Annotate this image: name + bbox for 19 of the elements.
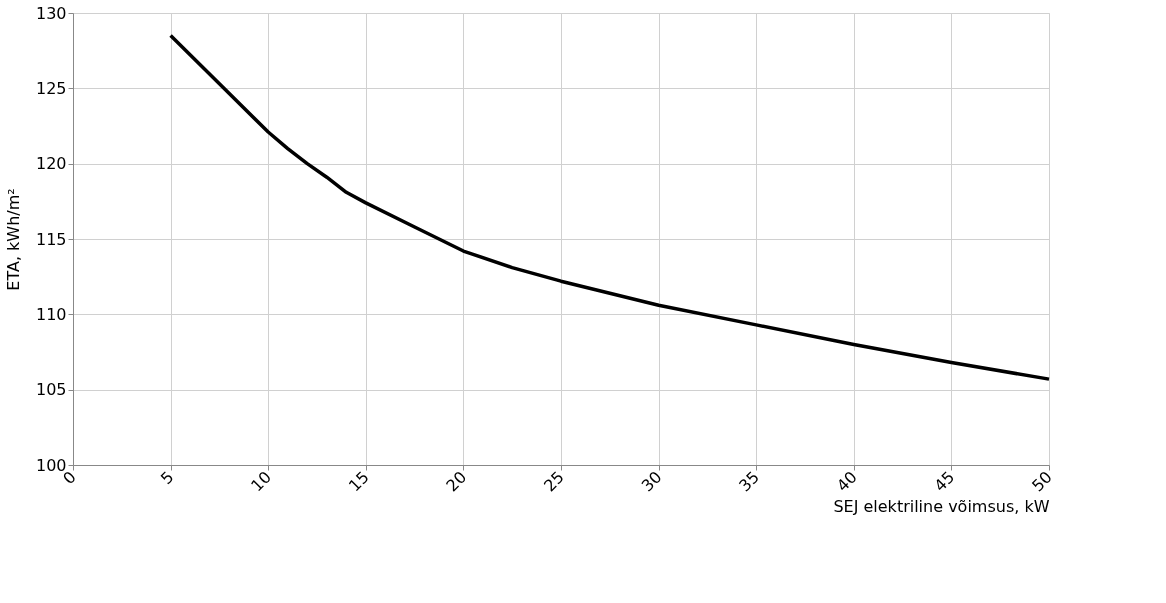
x-tick-label: 15	[344, 467, 373, 496]
y-tick-label: 130	[35, 3, 67, 23]
x-tick-label: 25	[540, 467, 568, 496]
x-tick-label: 10	[247, 467, 276, 496]
y-tick-label: 120	[35, 154, 67, 174]
y-tick-label: 125	[35, 78, 67, 98]
x-tick-label: 35	[735, 467, 764, 496]
y-tick-label: 105	[35, 380, 67, 400]
x-tick-label: 45	[930, 467, 959, 496]
y-axis-title: ETA, kWh/m²	[3, 188, 23, 291]
x-axis-title: SEJ elektriline võimsus, kW	[833, 496, 1050, 516]
x-tick-label: 5	[156, 467, 178, 489]
x-tick-label: 30	[637, 467, 666, 496]
y-tick-label: 115	[35, 229, 67, 249]
y-tick-label: 110	[35, 304, 67, 324]
line-series	[168, 33, 1051, 381]
x-tick-label: 20	[442, 467, 471, 496]
x-tick-label: 50	[1028, 467, 1056, 496]
x-tick-label: 40	[832, 467, 861, 496]
